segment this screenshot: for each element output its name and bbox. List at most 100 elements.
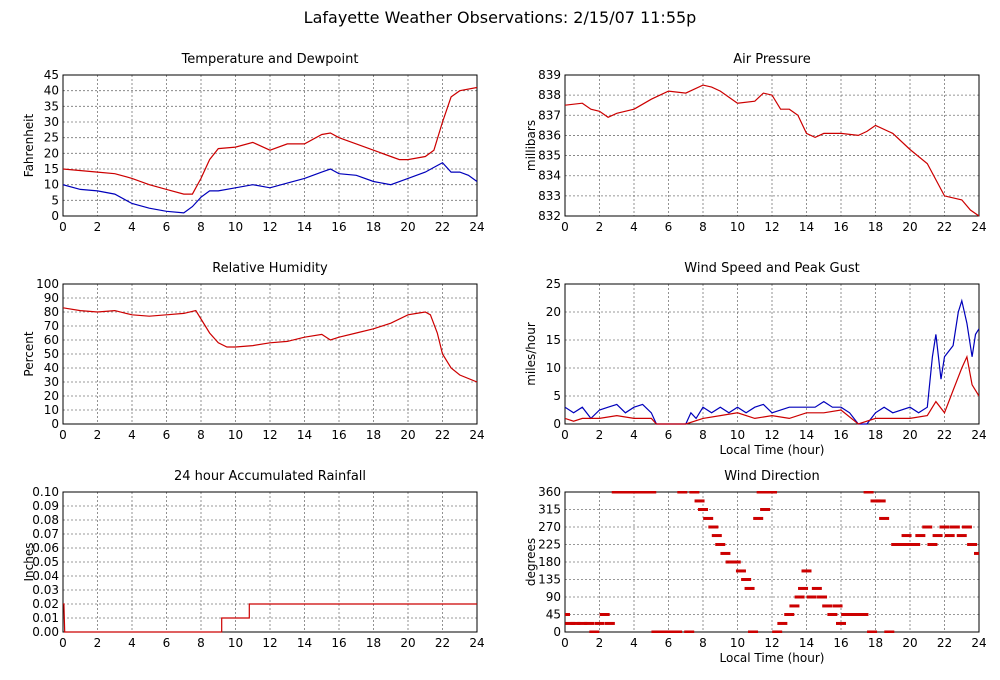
y-axis-label: miles/hour bbox=[524, 322, 538, 386]
y-tick-label: 835 bbox=[538, 149, 561, 163]
data-point bbox=[753, 516, 764, 520]
x-tick-label: 22 bbox=[937, 428, 952, 442]
y-tick-label: 0.00 bbox=[32, 625, 59, 639]
x-tick-label: 8 bbox=[699, 636, 707, 650]
x-tick-label: 10 bbox=[228, 220, 243, 234]
x-tick-label: 4 bbox=[630, 428, 638, 442]
x-tick-label: 6 bbox=[665, 220, 673, 234]
data-point bbox=[677, 491, 688, 494]
x-tick-label: 14 bbox=[799, 636, 814, 650]
data-point bbox=[689, 491, 700, 494]
x-tick-label: 14 bbox=[297, 220, 312, 234]
data-point bbox=[772, 630, 783, 633]
y-tick-label: 838 bbox=[538, 88, 561, 102]
y-tick-label: 15 bbox=[44, 162, 59, 176]
y-tick-label: 270 bbox=[538, 520, 561, 534]
x-tick-label: 22 bbox=[435, 636, 450, 650]
x-tick-label: 4 bbox=[630, 220, 638, 234]
data-point bbox=[663, 630, 674, 633]
x-tick-label: 16 bbox=[833, 220, 848, 234]
series-line-0 bbox=[63, 86, 477, 195]
y-tick-label: 837 bbox=[538, 108, 561, 122]
y-tick-label: 30 bbox=[44, 115, 59, 129]
x-tick-label: 18 bbox=[366, 428, 381, 442]
y-tick-label: 225 bbox=[538, 538, 561, 552]
x-tick-label: 0 bbox=[59, 428, 67, 442]
x-axis-label: Local Time (hour) bbox=[720, 443, 825, 457]
y-tick-label: 80 bbox=[44, 305, 59, 319]
x-tick-label: 4 bbox=[128, 428, 136, 442]
x-tick-label: 6 bbox=[665, 636, 673, 650]
data-point bbox=[901, 534, 912, 538]
data-point bbox=[949, 525, 960, 529]
y-axis-label: Fahrenheit bbox=[22, 113, 36, 177]
x-tick-label: 18 bbox=[868, 220, 883, 234]
x-tick-label: 6 bbox=[163, 636, 171, 650]
series-line-0 bbox=[565, 298, 979, 425]
x-tick-label: 22 bbox=[435, 220, 450, 234]
x-tick-label: 6 bbox=[163, 220, 171, 234]
data-point bbox=[725, 560, 736, 564]
chart-title: Relative Humidity bbox=[212, 261, 328, 276]
y-axis-label: Inches bbox=[22, 543, 36, 582]
y-tick-label: 100 bbox=[36, 277, 59, 291]
x-tick-label: 24 bbox=[971, 428, 986, 442]
y-tick-label: 70 bbox=[44, 319, 59, 333]
data-point bbox=[956, 534, 967, 538]
y-tick-label: 832 bbox=[538, 209, 561, 223]
y-tick-label: 25 bbox=[546, 277, 561, 291]
data-point bbox=[915, 534, 926, 538]
y-tick-label: 10 bbox=[44, 178, 59, 192]
data-point bbox=[748, 630, 759, 633]
x-tick-label: 20 bbox=[400, 220, 415, 234]
plot-frame bbox=[62, 491, 478, 633]
x-tick-label: 16 bbox=[331, 636, 346, 650]
data-point bbox=[589, 630, 600, 633]
x-tick-label: 2 bbox=[596, 220, 604, 234]
data-point bbox=[639, 491, 650, 494]
data-point bbox=[720, 551, 731, 555]
x-tick-label: 16 bbox=[331, 428, 346, 442]
data-point bbox=[841, 613, 852, 616]
x-tick-label: 20 bbox=[400, 428, 415, 442]
data-point bbox=[896, 543, 907, 546]
y-axis-label: Percent bbox=[22, 331, 36, 376]
x-tick-label: 10 bbox=[228, 636, 243, 650]
data-point bbox=[853, 613, 864, 616]
x-tick-label: 10 bbox=[730, 220, 745, 234]
data-point bbox=[784, 613, 795, 616]
x-tick-label: 2 bbox=[596, 428, 604, 442]
x-tick-label: 18 bbox=[366, 636, 381, 650]
y-tick-label: 60 bbox=[44, 333, 59, 347]
x-tick-label: 12 bbox=[262, 220, 277, 234]
data-point bbox=[611, 491, 622, 494]
page-title: Lafayette Weather Observations: 2/15/07 … bbox=[303, 8, 697, 27]
data-point bbox=[715, 543, 726, 546]
x-tick-label: 24 bbox=[971, 636, 986, 650]
x-tick-label: 14 bbox=[799, 428, 814, 442]
data-point bbox=[767, 491, 777, 494]
x-tick-label: 14 bbox=[799, 220, 814, 234]
y-tick-label: 45 bbox=[44, 68, 59, 82]
data-point bbox=[629, 491, 639, 494]
y-tick-label: 0 bbox=[51, 417, 59, 431]
x-tick-label: 8 bbox=[197, 220, 205, 234]
series-0 bbox=[565, 491, 979, 633]
data-point bbox=[711, 534, 722, 538]
data-point bbox=[565, 621, 576, 625]
data-point bbox=[846, 613, 857, 616]
data-point bbox=[870, 499, 881, 503]
x-tick-label: 6 bbox=[665, 428, 673, 442]
data-point bbox=[932, 534, 943, 538]
x-tick-label: 22 bbox=[937, 636, 952, 650]
y-tick-label: 0.09 bbox=[32, 499, 59, 513]
y-tick-label: 90 bbox=[44, 291, 59, 305]
data-point bbox=[884, 630, 895, 633]
series-line-0 bbox=[63, 307, 477, 383]
x-tick-label: 8 bbox=[197, 428, 205, 442]
